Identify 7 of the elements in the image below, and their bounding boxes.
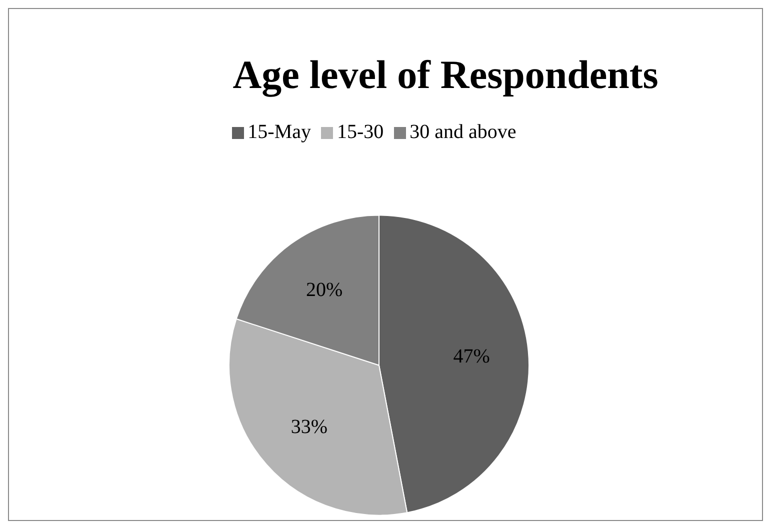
- data-label: 47%: [453, 346, 490, 368]
- data-label: 33%: [290, 416, 328, 438]
- legend-label: 15-30: [337, 121, 384, 143]
- legend-label: 30 and above: [410, 121, 516, 143]
- data-label: 20%: [306, 279, 343, 302]
- legend-label: 15-May: [248, 121, 311, 143]
- chart-title: Age level of Respondents: [232, 51, 660, 99]
